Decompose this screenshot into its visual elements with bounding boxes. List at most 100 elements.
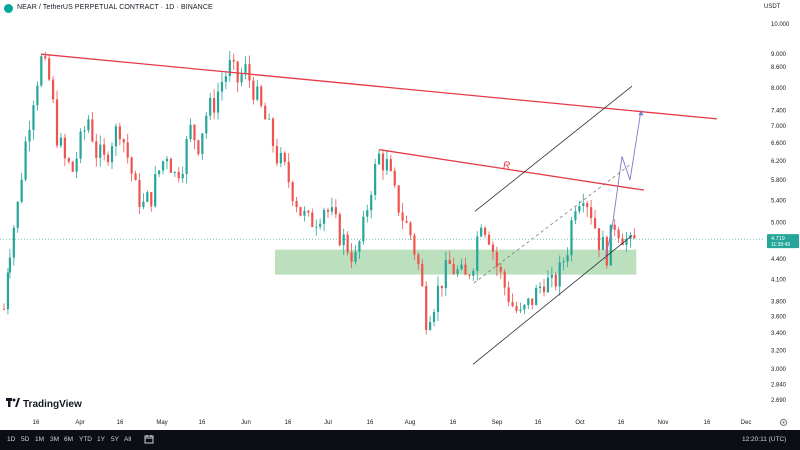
time-tick-label: Sep — [492, 420, 503, 426]
candle-body — [499, 266, 502, 272]
candle-body — [71, 161, 74, 172]
candle-body — [299, 207, 302, 216]
projection-arrowhead — [638, 110, 644, 116]
candle-body — [165, 158, 169, 162]
candle-body — [256, 86, 259, 100]
candle-body — [322, 209, 326, 224]
candle-body — [303, 210, 306, 216]
candle-body — [436, 285, 440, 313]
candle-body — [275, 145, 279, 164]
candle-body — [40, 56, 43, 86]
candle-body — [213, 98, 216, 113]
candle-body — [617, 229, 620, 239]
candle-body — [425, 286, 428, 330]
candle-body — [417, 254, 420, 265]
candle-body — [228, 59, 231, 77]
candle-body — [546, 277, 550, 293]
candle-body — [264, 105, 267, 120]
candle-body — [271, 118, 275, 146]
candle-body — [201, 133, 204, 155]
tradingview-logo-icon — [6, 398, 20, 410]
candle-body — [370, 194, 373, 211]
symbol-title[interactable]: NEAR / TetherUS PERPETUAL CONTRACT · 1D … — [17, 4, 213, 11]
price-tick-label: 3.800 — [771, 299, 787, 305]
time-tick-label: 16 — [450, 420, 457, 426]
candle-body — [330, 207, 334, 212]
candle-body — [283, 152, 286, 162]
candle-body — [574, 211, 577, 221]
candle-body — [527, 298, 530, 306]
candle-body — [55, 99, 59, 146]
calendar-icon[interactable] — [144, 434, 154, 444]
candle-body — [597, 228, 601, 250]
candle-body — [562, 261, 565, 263]
range-button-6m[interactable]: 6M — [64, 436, 74, 443]
candle-body — [169, 158, 173, 173]
time-tick-label: 16 — [117, 420, 124, 426]
time-tick-label: 16 — [199, 420, 206, 426]
range-button-3m[interactable]: 3M — [50, 436, 60, 443]
candle-body — [554, 274, 557, 287]
candle-body — [106, 154, 110, 163]
tradingview-logo[interactable]: TradingView — [6, 398, 82, 410]
time-tick-label: Nov — [658, 420, 669, 426]
price-tick-label: 4.400 — [771, 257, 787, 263]
price-tick-label: 8.600 — [771, 65, 787, 71]
candle-body — [432, 312, 436, 322]
range-button-all[interactable]: All — [124, 436, 132, 443]
tradingview-logo-text: TradingView — [23, 399, 82, 410]
candle-body — [519, 309, 522, 311]
time-axis: 16 Apr 16 May 16 Jun 16 Jul 16 Aug 16 Sep 16 Oct 16 Nov… — [33, 420, 752, 426]
candle-body — [609, 224, 612, 266]
candle-body — [279, 152, 282, 164]
time-tick-label: 16 — [367, 420, 374, 426]
time-tick-label: 16 — [535, 420, 542, 426]
candle-body — [523, 305, 526, 310]
candle-body — [28, 129, 31, 142]
candle-body — [146, 192, 149, 202]
candle-body — [362, 216, 365, 242]
candle-body — [601, 237, 605, 250]
range-button-1m[interactable]: 1M — [35, 436, 45, 443]
range-button-5y[interactable]: 5Y — [111, 436, 119, 443]
candle-body — [193, 124, 196, 141]
range-button-ytd[interactable]: YTD — [79, 436, 92, 443]
range-button-1y[interactable]: 1Y — [97, 436, 105, 443]
candle-body — [476, 236, 479, 271]
candle-body — [456, 269, 459, 275]
range-button-5d[interactable]: 5D — [21, 436, 30, 443]
candle-body — [110, 146, 114, 163]
time-tick-label: 16 — [618, 420, 625, 426]
candle-body — [79, 131, 82, 159]
candle-body — [114, 126, 118, 147]
candle-body — [291, 182, 294, 202]
candle-body — [91, 119, 94, 142]
price-tick-label: 5.800 — [771, 178, 787, 184]
candle-body — [440, 285, 443, 289]
candle-body — [448, 260, 451, 265]
candle-body — [224, 76, 227, 82]
candle-body — [177, 171, 180, 179]
candle-body — [444, 260, 447, 289]
candle-body — [480, 227, 483, 237]
utc-clock[interactable]: 12:20:11 (UTC) — [742, 436, 787, 443]
candle-body — [12, 227, 15, 258]
candle-body — [319, 223, 322, 227]
support-zone-layer — [274, 249, 637, 275]
gear-icon[interactable] — [779, 418, 788, 427]
candle-body — [401, 212, 404, 221]
candle-body — [531, 298, 534, 306]
price-tick-label: 7.000 — [771, 124, 787, 130]
candle-body — [405, 220, 408, 223]
drawings-layer: R — [41, 53, 718, 365]
currency-selector[interactable]: USDT — [764, 4, 781, 10]
candle-body — [468, 274, 471, 276]
chart-header: NEAR / TetherUS PERPETUAL CONTRACT · 1D … — [0, 0, 800, 20]
price-tick-label: 3.600 — [771, 315, 787, 321]
candle-body — [550, 274, 553, 278]
range-button-1d[interactable]: 1D — [7, 436, 16, 443]
candle-body — [232, 59, 235, 62]
candle-body — [338, 214, 341, 246]
candle-body — [32, 105, 35, 130]
